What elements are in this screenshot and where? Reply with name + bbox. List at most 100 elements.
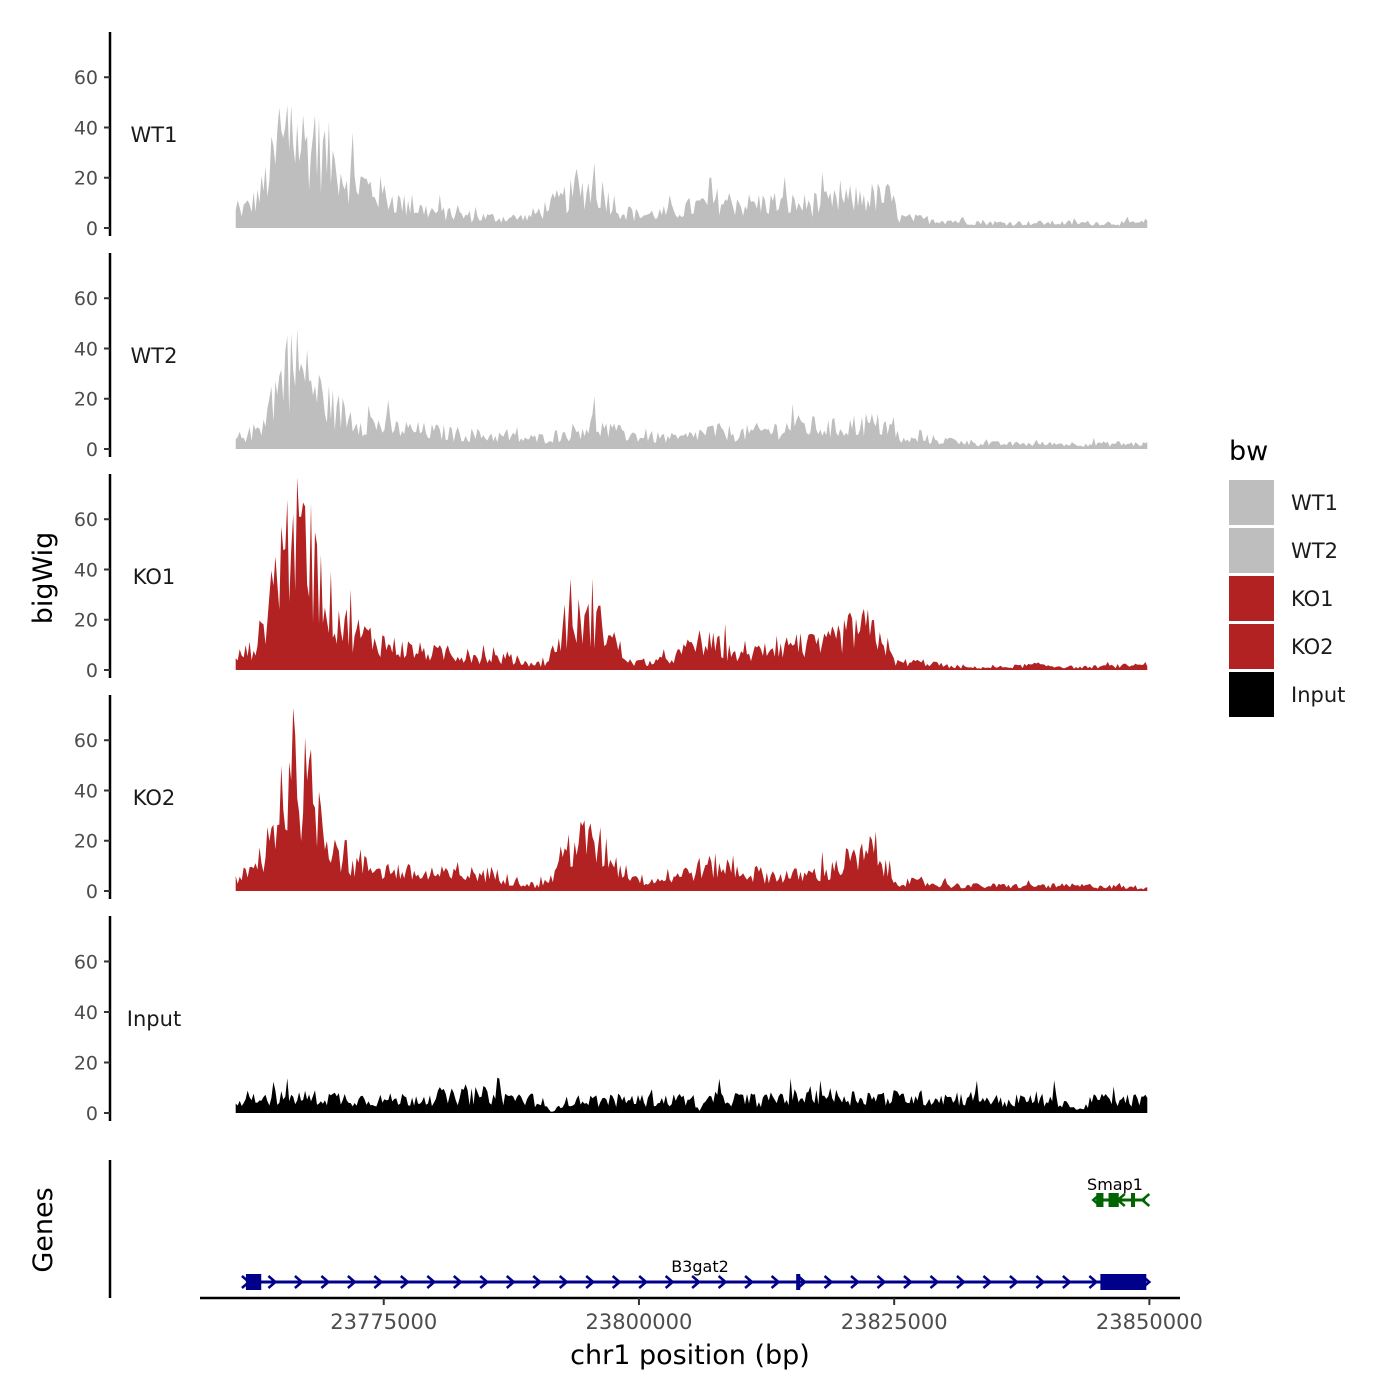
- strand-arrow: [294, 1275, 304, 1289]
- x-tick-label: 23850000: [1096, 1310, 1203, 1334]
- gene-label: Smap1: [1087, 1175, 1143, 1194]
- gene-exon: [1108, 1193, 1119, 1207]
- gene-exon: [796, 1274, 801, 1290]
- legend-label: WT1: [1291, 491, 1338, 515]
- y-tick-label: 0: [86, 439, 98, 461]
- gene-panel: B3gat2 Smap1: [108, 1160, 1152, 1298]
- y-tick-label: 0: [86, 218, 98, 240]
- x-tick-label: 23825000: [841, 1310, 948, 1334]
- x-axis: 23775000 23800000 23825000 23850000: [200, 1296, 1203, 1334]
- strand-arrow: [585, 1275, 596, 1289]
- strand-arrow: [400, 1275, 410, 1289]
- strand-arrow: [929, 1275, 940, 1289]
- track-label: WT1: [131, 123, 178, 147]
- genes-axis-title: Genes: [28, 1187, 59, 1272]
- gene-b3gat2: B3gat2: [241, 1257, 1152, 1290]
- y-tick-label: 0: [86, 660, 98, 682]
- legend-swatch-ko2: [1229, 624, 1274, 669]
- strand-arrow: [982, 1275, 993, 1289]
- legend-swatch-ko1: [1229, 576, 1274, 621]
- track-panels: 0 20 40 60 WT1 0 20 40 60 WT2 0 20 40 60 KO1 0 20 40 60 KO2…: [74, 32, 1148, 1125]
- x-tick-label: 23775000: [330, 1310, 437, 1334]
- legend-swatch-wt2: [1229, 528, 1274, 573]
- coverage-area-input: [235, 1077, 1148, 1113]
- strand-arrow: [505, 1275, 516, 1289]
- gene-smap1: Smap1: [1087, 1175, 1151, 1207]
- track-label: WT2: [131, 344, 178, 368]
- strand-arrow: [823, 1275, 834, 1289]
- y-tick-label: 40: [74, 117, 98, 139]
- coverage-area-wt1: [235, 104, 1148, 228]
- track-ko2: 0 20 40 60 KO2: [74, 695, 1148, 903]
- gene-label: B3gat2: [671, 1257, 729, 1276]
- strand-arrow: [664, 1275, 675, 1289]
- y-tick-label: 60: [74, 67, 98, 89]
- gene-exon: [1096, 1193, 1104, 1207]
- y-tick-label: 40: [74, 780, 98, 802]
- legend-label: KO1: [1291, 587, 1334, 611]
- x-axis-title: chr1 position (bp): [570, 1340, 810, 1371]
- strand-arrow: [532, 1275, 543, 1289]
- strand-arrow: [876, 1275, 887, 1289]
- strand-arrow: [744, 1275, 755, 1289]
- legend-label: WT2: [1291, 539, 1338, 563]
- y-tick-label: 40: [74, 1002, 98, 1024]
- legend: bw WT1 WT2 KO1 KO2 Input: [1229, 436, 1345, 717]
- strand-arrow: [797, 1275, 807, 1289]
- strand-arrow: [426, 1275, 437, 1289]
- y-tick-label: 60: [74, 730, 98, 752]
- coverage-area-ko2: [235, 707, 1148, 891]
- legend-label: Input: [1291, 683, 1345, 707]
- coverage-area-ko1: [235, 477, 1148, 670]
- track-ko1: 0 20 40 60 KO1: [74, 474, 1148, 682]
- strand-arrow: [691, 1275, 702, 1289]
- strand-arrow: [452, 1275, 463, 1289]
- track-wt2: 0 20 40 60 WT2: [74, 253, 1148, 461]
- strand-arrow: [956, 1275, 966, 1289]
- legend-swatch-input: [1229, 672, 1274, 717]
- strand-arrow: [1062, 1275, 1072, 1289]
- y-tick-label: 20: [74, 1052, 98, 1074]
- strand-arrow: [479, 1275, 490, 1289]
- gene-exon: [1131, 1193, 1135, 1207]
- track-wt1: 0 20 40 60 WT1: [74, 32, 1148, 240]
- strand-arrow: [1140, 1193, 1151, 1207]
- track-input: 0 20 40 60 Input: [74, 916, 1148, 1125]
- strand-arrow: [347, 1275, 357, 1289]
- track-label: Input: [127, 1007, 181, 1031]
- strand-arrow: [638, 1275, 649, 1289]
- track-label: KO1: [133, 565, 176, 589]
- strand-arrow: [611, 1275, 622, 1289]
- gene-exon: [1100, 1274, 1147, 1290]
- strand-arrow: [903, 1275, 913, 1289]
- y-axis-title: bigWig: [28, 532, 59, 625]
- y-tick-label: 60: [74, 951, 98, 973]
- gene-exon: [245, 1274, 262, 1290]
- strand-arrow: [558, 1275, 569, 1289]
- x-tick-label: 23800000: [586, 1310, 693, 1334]
- y-tick-label: 20: [74, 168, 98, 190]
- y-tick-label: 0: [86, 881, 98, 903]
- y-tick-label: 60: [74, 509, 98, 531]
- strand-arrow: [770, 1275, 781, 1289]
- legend-label: KO2: [1291, 635, 1334, 659]
- y-tick-label: 20: [74, 610, 98, 632]
- legend-swatch-wt1: [1229, 480, 1274, 525]
- strand-arrow: [320, 1275, 331, 1289]
- y-tick-label: 40: [74, 559, 98, 581]
- strand-arrow: [850, 1275, 860, 1289]
- coverage-area-wt2: [235, 328, 1148, 449]
- y-tick-label: 0: [86, 1103, 98, 1125]
- strand-arrow: [373, 1275, 384, 1289]
- strand-arrow: [717, 1275, 728, 1289]
- y-tick-label: 20: [74, 831, 98, 853]
- strand-arrow: [1035, 1275, 1046, 1289]
- strand-arrow: [1009, 1275, 1019, 1289]
- y-tick-label: 20: [74, 389, 98, 411]
- y-tick-label: 60: [74, 288, 98, 310]
- strand-arrow: [267, 1275, 278, 1289]
- y-tick-label: 40: [74, 338, 98, 360]
- legend-title: bw: [1229, 436, 1268, 467]
- strand-arrow: [1088, 1275, 1099, 1289]
